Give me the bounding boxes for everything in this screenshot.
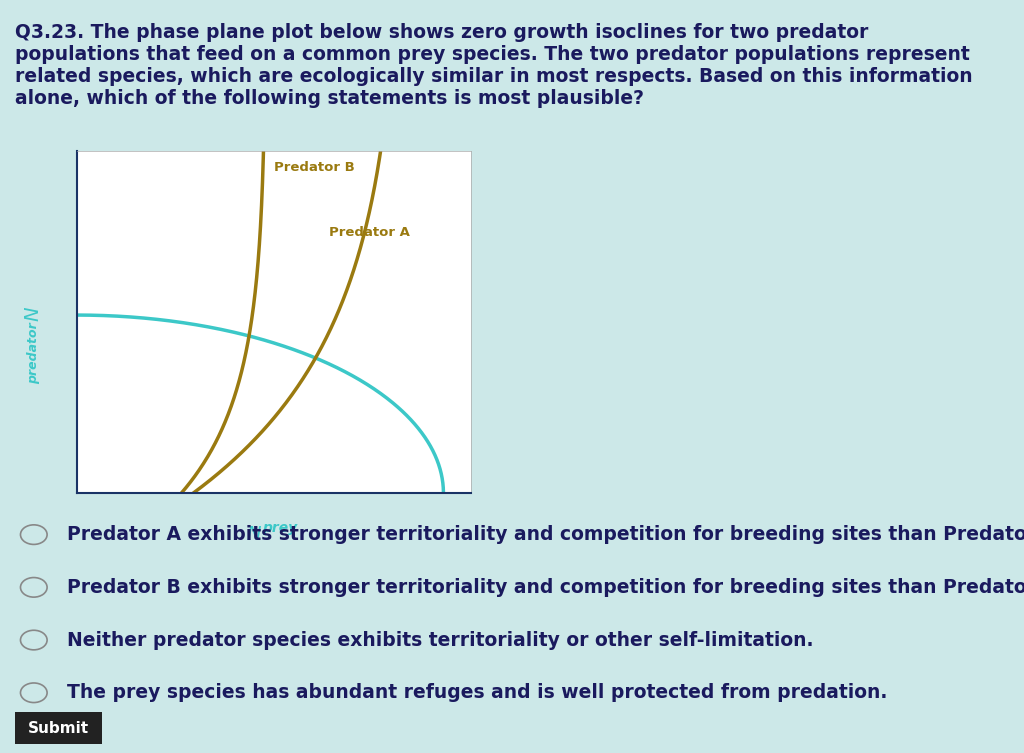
Text: Predator B exhibits stronger territoriality and competition for breeding sites t: Predator B exhibits stronger territorial… (67, 578, 1024, 597)
Text: Predator B: Predator B (274, 161, 354, 174)
Text: $N$: $N$ (25, 306, 43, 322)
Text: prey: prey (262, 520, 297, 535)
Text: Submit: Submit (29, 721, 89, 736)
Text: Predator A: Predator A (329, 226, 410, 239)
Text: predator: predator (28, 322, 40, 384)
Text: Neither predator species exhibits territoriality or other self-limitation.: Neither predator species exhibits territ… (67, 630, 813, 650)
Text: Predator A exhibits stronger territoriality and competition for breeding sites t: Predator A exhibits stronger territorial… (67, 525, 1024, 544)
Text: Q3.23. The phase plane plot below shows zero growth isoclines for two predator
p: Q3.23. The phase plane plot below shows … (15, 23, 973, 108)
Text: The prey species has abundant refuges and is well protected from predation.: The prey species has abundant refuges an… (67, 683, 887, 703)
Text: $N$: $N$ (246, 525, 262, 544)
